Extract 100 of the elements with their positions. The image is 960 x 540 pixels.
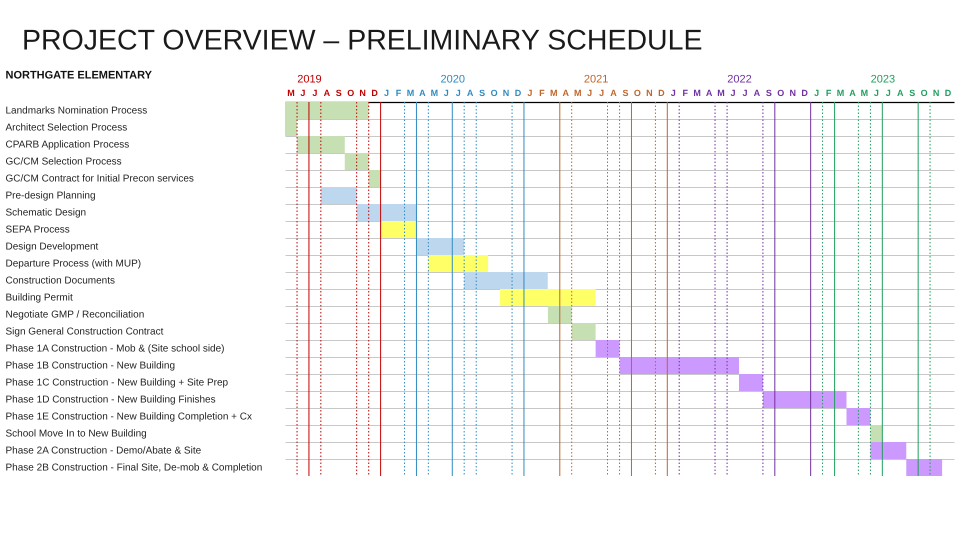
- bar: [500, 289, 596, 306]
- text: M: [717, 88, 725, 98]
- text: D: [801, 88, 808, 98]
- y-tick-label: Schematic Design: [6, 208, 86, 218]
- text: A: [419, 88, 426, 98]
- bar: [297, 136, 345, 153]
- y-tick-label: Phase 1C Construction - New Building + Site Prep: [6, 378, 229, 388]
- y-axis-title: NORTHGATE ELEMENTARY: [6, 70, 153, 82]
- text: A: [706, 88, 713, 98]
- y-tick-label: Phase 1E Construction - New Building Completion + Cx: [6, 412, 252, 422]
- y-tick-label: GC/CM Contract for Initial Precon services: [6, 174, 194, 184]
- y-tick-label: Negotiate GMP / Reconciliation: [6, 310, 144, 320]
- text: D: [514, 88, 522, 98]
- y-tick-label: School Move In to New Building: [6, 428, 147, 440]
- text: A: [896, 88, 904, 98]
- text: J: [814, 88, 820, 98]
- y-tick-label: Phase 2A Construction - Demo/Abate & Site: [6, 446, 202, 456]
- y-tick-label: Building Permit: [6, 292, 73, 304]
- bar: [870, 442, 906, 459]
- text: S: [766, 88, 772, 98]
- x-tick-label: 2020: [440, 74, 466, 86]
- text: M: [406, 88, 414, 98]
- text: A: [610, 88, 618, 98]
- text: D: [658, 88, 666, 98]
- text: M: [574, 88, 582, 98]
- text: F: [539, 88, 546, 98]
- text: S: [909, 88, 916, 98]
- text: N: [646, 88, 653, 98]
- text: S: [479, 88, 486, 98]
- text: A: [562, 88, 570, 98]
- bar: [368, 170, 381, 187]
- text: J: [384, 88, 390, 98]
- bar: [762, 391, 846, 408]
- bar: [344, 153, 369, 170]
- text: S: [336, 88, 342, 98]
- text: F: [826, 88, 832, 98]
- text: J: [886, 88, 891, 98]
- text: D: [371, 88, 378, 98]
- y-tick-label: Architect Selection Process: [6, 122, 128, 134]
- text: J: [874, 88, 879, 98]
- text: N: [789, 88, 796, 98]
- text: D: [944, 88, 952, 98]
- text: J: [444, 88, 449, 98]
- text: J: [587, 88, 592, 98]
- y-tick-label: Phase 1B Construction - New Building: [6, 360, 176, 372]
- y-tick-label: Landmarks Nomination Process: [6, 106, 148, 116]
- text: O: [920, 88, 928, 98]
- text: M: [550, 88, 558, 98]
- bar: [906, 459, 942, 476]
- text: A: [849, 88, 856, 98]
- chart-title: PROJECT OVERVIEW – PRELIMINARY SCHEDULE: [22, 24, 702, 56]
- text: N: [359, 88, 366, 98]
- text: J: [599, 88, 604, 98]
- x-tick-label: 2021: [584, 74, 608, 86]
- text: J: [527, 88, 532, 98]
- text: M: [693, 88, 701, 98]
- y-tick-label: Sign General Construction Contract: [6, 326, 164, 338]
- bar: [320, 187, 357, 204]
- text: O: [777, 88, 784, 98]
- bar: [464, 272, 548, 289]
- text: O: [347, 88, 354, 98]
- text: O: [634, 88, 641, 98]
- text: J: [730, 88, 736, 98]
- bar: [380, 221, 416, 238]
- text: F: [396, 88, 402, 98]
- text: O: [490, 88, 498, 98]
- text: J: [742, 88, 748, 98]
- x-tick-label: 2023: [870, 74, 896, 86]
- text: J: [312, 88, 318, 98]
- text: M: [836, 88, 844, 98]
- text: M: [860, 88, 868, 98]
- y-tick-label: Design Development: [6, 242, 99, 252]
- text: S: [622, 88, 628, 98]
- text: A: [324, 88, 331, 98]
- text: J: [670, 88, 676, 98]
- text: J: [456, 88, 461, 98]
- y-tick-label: Phase 1D Construction - New Building Finishes: [6, 394, 216, 406]
- y-tick-label: Phase 1A Construction - Mob & (Site school side): [6, 344, 224, 354]
- text: N: [932, 88, 940, 98]
- bar: [620, 357, 739, 374]
- bar: [846, 408, 870, 425]
- y-tick-label: CPARB Application Process: [6, 140, 130, 150]
- bar: [416, 238, 464, 255]
- y-tick-label: Construction Documents: [6, 276, 115, 286]
- bar: [596, 340, 620, 357]
- x-tick-label: 2022: [727, 74, 752, 86]
- y-tick-label: Phase 2B Construction - Final Site, De-mob & Completion: [6, 462, 262, 474]
- text: J: [300, 88, 306, 98]
- text: F: [682, 88, 688, 98]
- y-tick-label: SEPA Process: [6, 224, 70, 236]
- y-tick-label: Pre-design Planning: [6, 190, 96, 202]
- bar: [428, 255, 488, 272]
- y-tick-label: Departure Process (with MUP): [6, 258, 142, 270]
- text: A: [466, 88, 474, 98]
- bar: [356, 204, 416, 221]
- text: A: [754, 88, 761, 98]
- text: N: [502, 88, 510, 98]
- bar: [738, 374, 763, 391]
- y-tick-label: GC/CM Selection Process: [6, 156, 122, 168]
- bar: [870, 425, 882, 442]
